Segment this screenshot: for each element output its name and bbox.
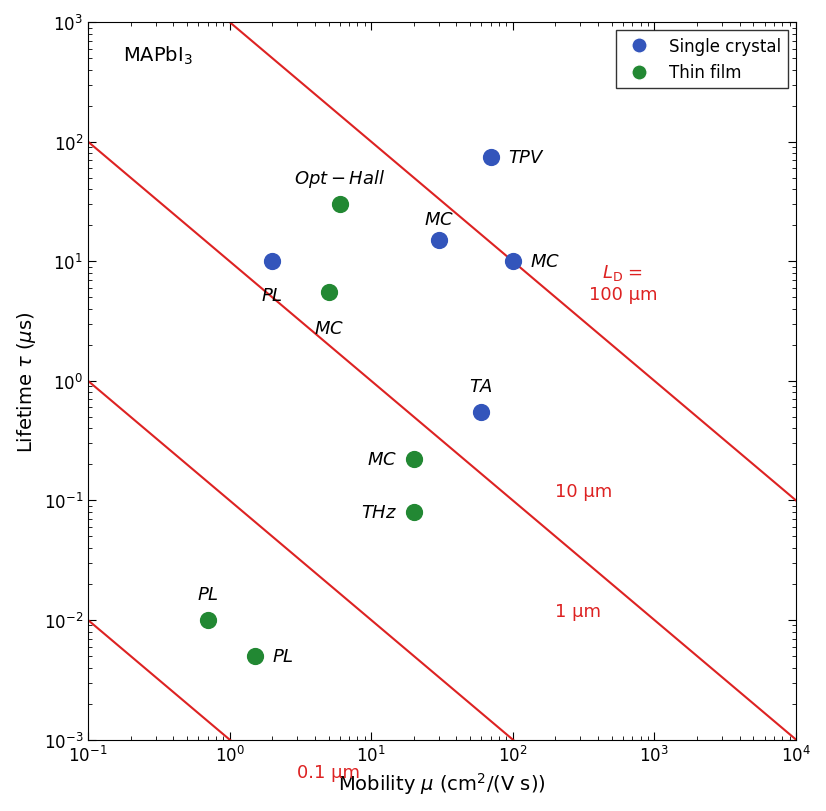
- Text: 0.1 μm: 0.1 μm: [297, 763, 360, 781]
- Point: [201, 614, 214, 627]
- Text: MAPbI$_3$: MAPbI$_3$: [123, 45, 193, 67]
- Text: $\it{PL}$: $\it{PL}$: [261, 286, 283, 304]
- Text: $\it{TPV}$: $\it{TPV}$: [508, 148, 545, 166]
- Point: [407, 506, 420, 519]
- Text: $\it{MC}$: $\it{MC}$: [529, 253, 560, 271]
- Point: [266, 255, 279, 268]
- Text: $\it{PL}$: $\it{PL}$: [272, 647, 293, 665]
- Point: [484, 151, 497, 164]
- Point: [475, 406, 488, 418]
- Text: $\it{MC}$: $\it{MC}$: [367, 451, 396, 469]
- X-axis label: Mobility $\mu$ (cm$^2$/(V s)): Mobility $\mu$ (cm$^2$/(V s)): [338, 770, 546, 796]
- Text: 1 μm: 1 μm: [555, 602, 601, 620]
- Legend: Single crystal, Thin film: Single crystal, Thin film: [615, 32, 788, 89]
- Text: $\it{TA}$: $\it{TA}$: [469, 377, 493, 395]
- Point: [333, 199, 346, 212]
- Text: 10 μm: 10 μm: [555, 483, 613, 500]
- Point: [506, 255, 520, 268]
- Text: $\it{PL}$: $\it{PL}$: [197, 585, 219, 603]
- Text: $\it{MC}$: $\it{MC}$: [424, 210, 453, 229]
- Point: [407, 453, 420, 466]
- Text: $\it{THz}$: $\it{THz}$: [360, 504, 396, 521]
- Point: [432, 234, 445, 247]
- Text: $\it{MC}$: $\it{MC}$: [314, 320, 344, 337]
- Text: $\it{Opt-Hall}$: $\it{Opt-Hall}$: [294, 168, 386, 190]
- Y-axis label: Lifetime $\tau$ ($\mu$s): Lifetime $\tau$ ($\mu$s): [15, 311, 38, 452]
- Text: $L_{\mathrm{D}}$ =
100 μm: $L_{\mathrm{D}}$ = 100 μm: [589, 263, 657, 303]
- Point: [248, 650, 261, 663]
- Point: [322, 286, 335, 299]
